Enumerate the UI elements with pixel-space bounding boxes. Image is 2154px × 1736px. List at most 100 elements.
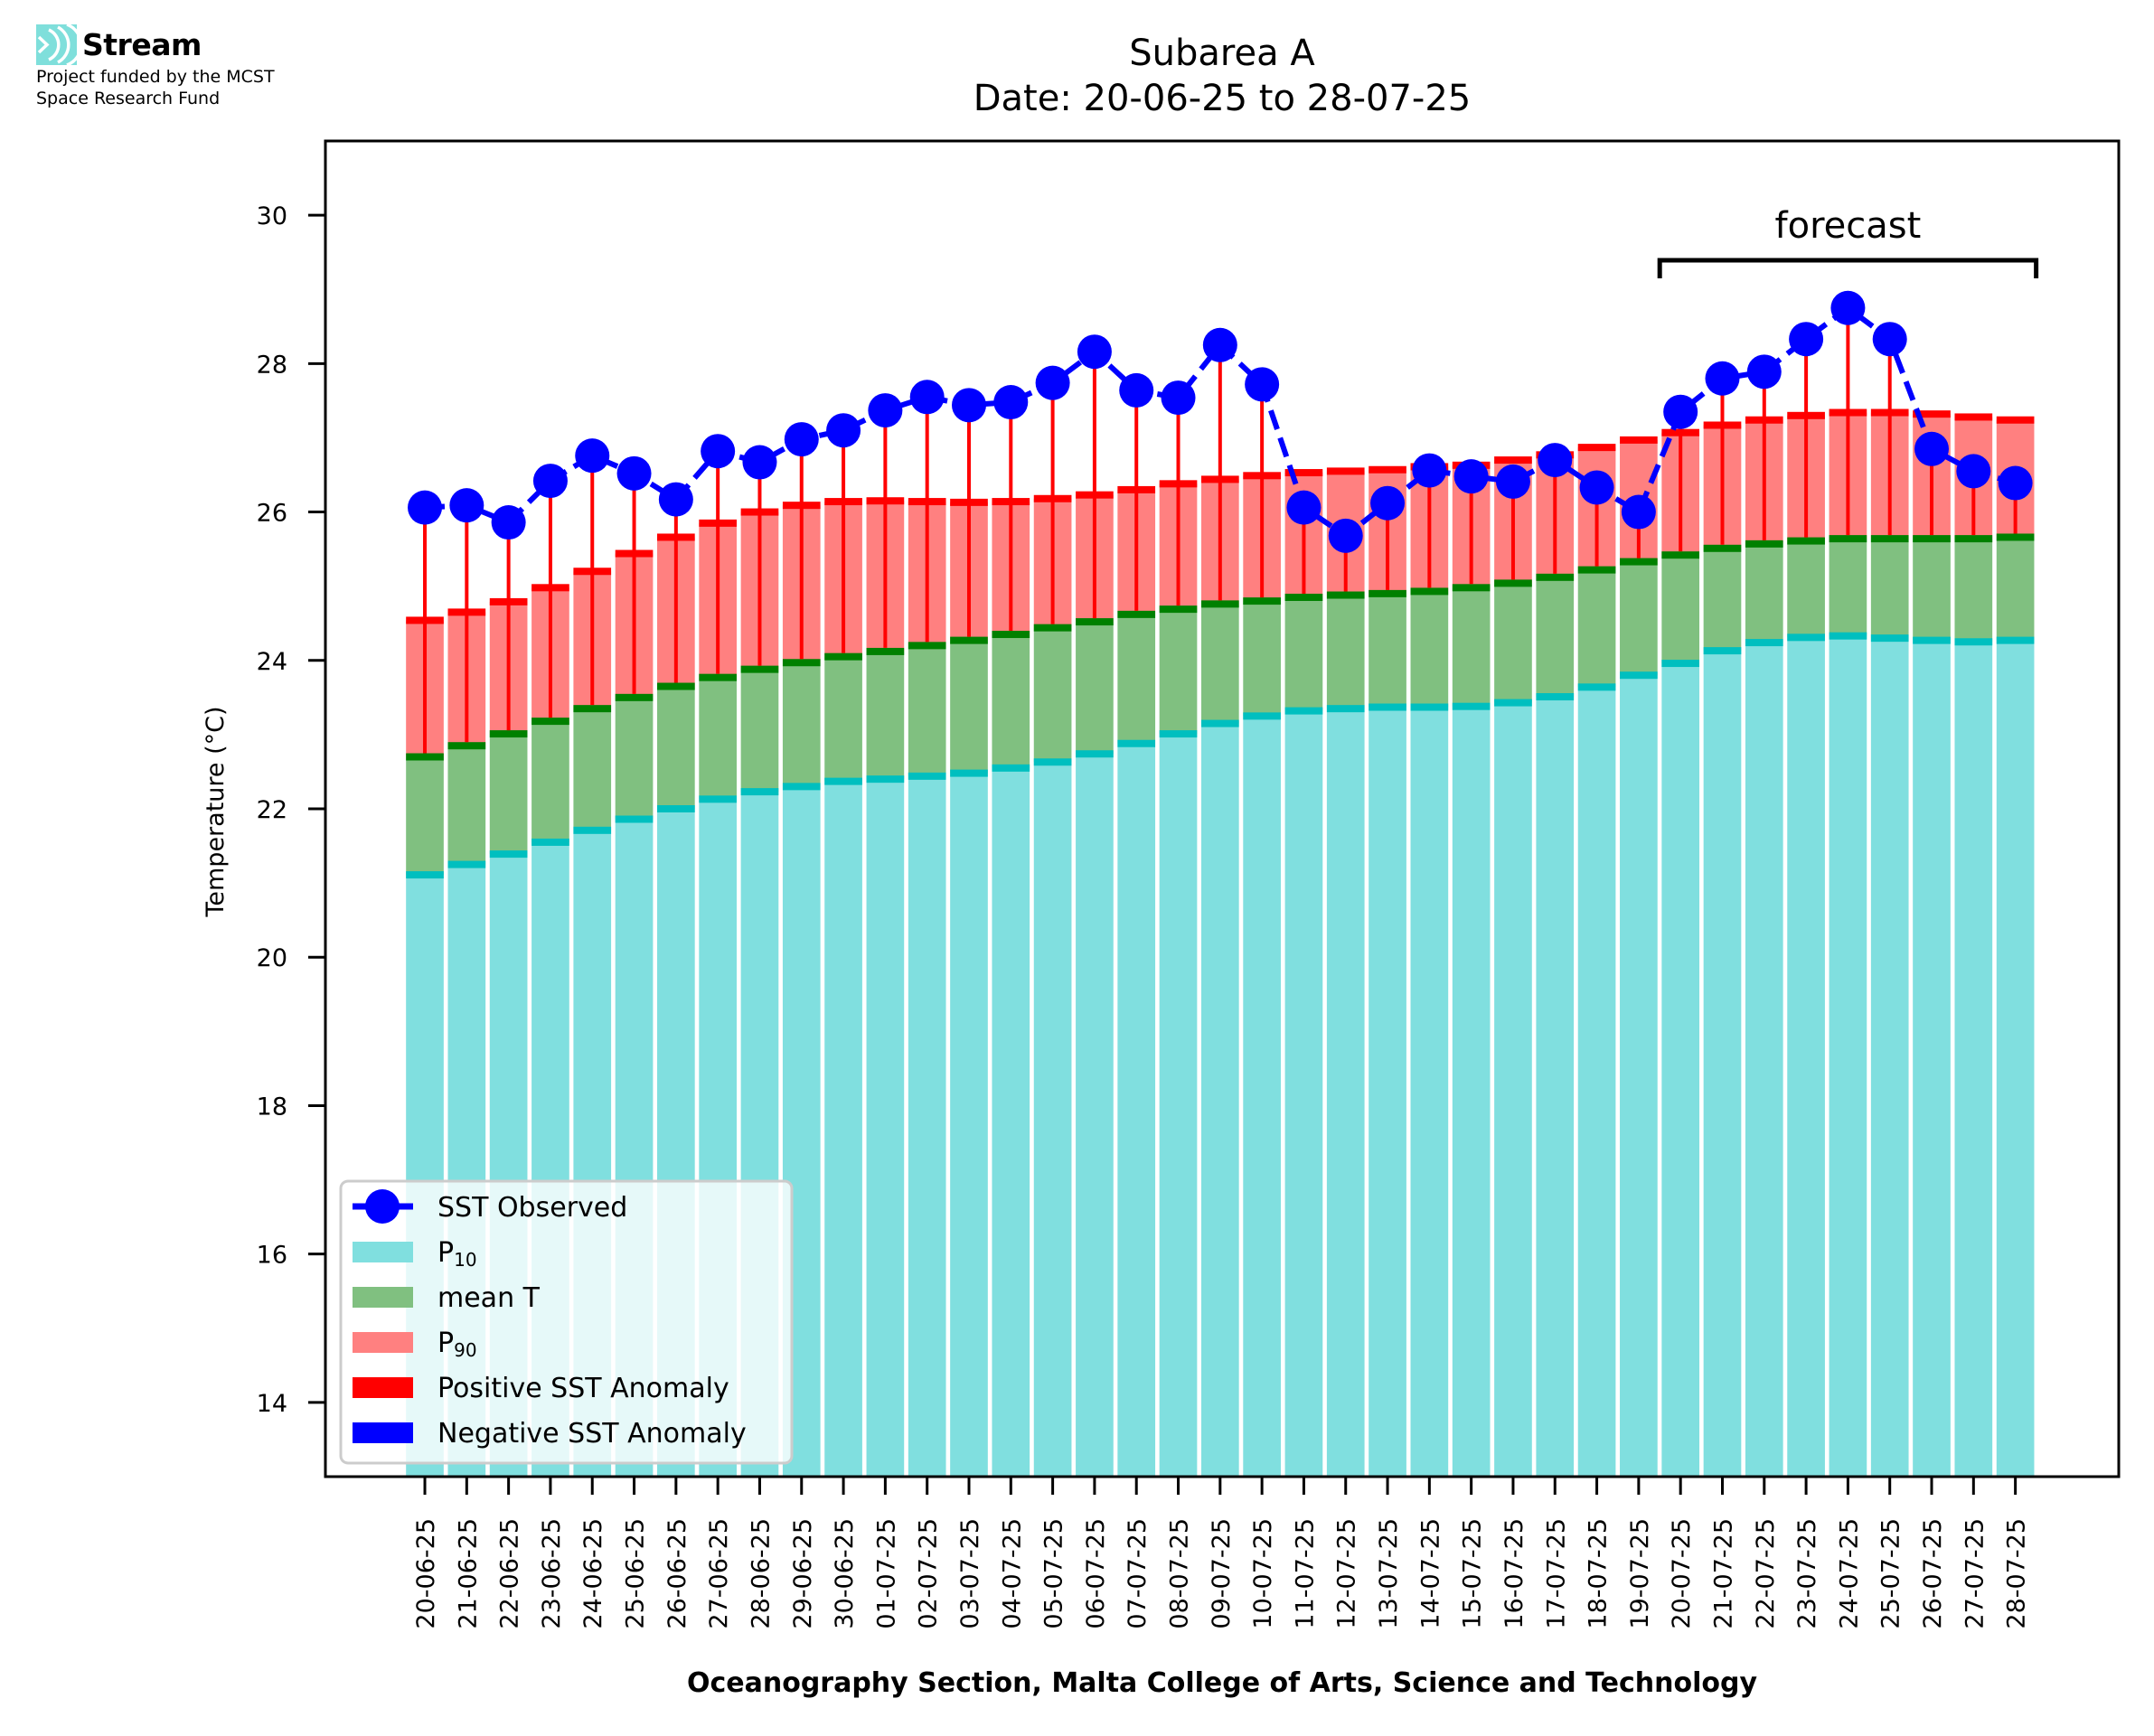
- p90-edge: [1996, 416, 2035, 424]
- sst-marker: [1453, 459, 1489, 494]
- mean-edge: [1870, 535, 1909, 543]
- sst-marker: [1035, 365, 1070, 400]
- sst-marker: [1705, 361, 1740, 396]
- sst-marker: [616, 455, 652, 491]
- mean-edge: [1954, 535, 1993, 543]
- mean-bar: [866, 651, 905, 780]
- mean-edge: [699, 673, 737, 681]
- mean-edge: [1326, 591, 1365, 599]
- mean-edge: [740, 665, 779, 673]
- mean-edge: [406, 753, 444, 761]
- legend-label: P10: [437, 1237, 477, 1271]
- mean-bar: [1913, 539, 1951, 641]
- legend-label-main: mean T: [437, 1282, 541, 1314]
- p10-edge: [950, 769, 988, 777]
- p10-bar: [1913, 640, 1951, 1477]
- mean-bar: [1117, 614, 1156, 744]
- p10-edge: [824, 777, 862, 785]
- forecast-annotation: forecast: [1657, 205, 2039, 278]
- y-tick-label: 28: [257, 351, 287, 379]
- x-tick-label: 30-06-25: [831, 1518, 859, 1629]
- p10-edge: [1284, 707, 1323, 715]
- x-tick-label: 12-07-25: [1333, 1518, 1361, 1629]
- mean-edge: [657, 682, 695, 690]
- legend-swatch-p10: [353, 1242, 413, 1262]
- x-tick-label: 27-07-25: [1961, 1518, 1989, 1629]
- p10-edge: [1954, 638, 1993, 646]
- mean-bar: [1829, 539, 1867, 636]
- x-tick-label: 26-06-25: [663, 1518, 691, 1629]
- mean-bar: [657, 686, 695, 809]
- mean-bar: [740, 669, 779, 793]
- sst-marker: [993, 385, 1029, 420]
- p10-edge: [1033, 758, 1072, 766]
- bars-layer: [406, 408, 2035, 1477]
- mean-edge: [1494, 579, 1532, 587]
- legend-label: Negative SST Anomaly: [437, 1418, 747, 1450]
- legend-label-subscript: 10: [454, 1249, 476, 1271]
- x-tick-label: 15-07-25: [1459, 1518, 1487, 1629]
- x-tick-label: 23-06-25: [538, 1518, 566, 1629]
- mean-bar: [1577, 569, 1616, 688]
- mean-edge: [1452, 584, 1491, 592]
- p10-edge: [1703, 647, 1742, 655]
- mean-bar: [908, 645, 946, 776]
- x-tick-label: 11-07-25: [1291, 1518, 1319, 1629]
- legend-label-main: Positive SST Anomaly: [437, 1373, 729, 1404]
- p10-edge: [615, 815, 654, 823]
- legend-swatch-positive_anomaly: [353, 1377, 413, 1398]
- sst-marker: [1872, 322, 1907, 357]
- p10-edge: [908, 772, 946, 780]
- mean-bar: [489, 734, 528, 855]
- legend-label: P90: [437, 1328, 477, 1361]
- y-tick-label: 24: [257, 648, 287, 676]
- x-axis-label: Oceanography Section, Malta College of A…: [687, 1667, 1758, 1699]
- mean-bar: [782, 662, 821, 787]
- sst-marker: [1746, 354, 1782, 389]
- sst-marker: [1328, 518, 1363, 553]
- p10-edge: [1913, 636, 1951, 644]
- p10-edge: [1745, 639, 1783, 647]
- x-tick-label: 24-07-25: [1835, 1518, 1863, 1629]
- sst-marker: [575, 438, 610, 474]
- mean-edge: [1536, 573, 1575, 581]
- mean-bar: [1996, 537, 2035, 641]
- legend-box: [339, 1179, 794, 1465]
- sst-marker: [1579, 470, 1614, 505]
- sst-marker: [1789, 322, 1824, 357]
- mean-edge: [1410, 587, 1449, 596]
- p10-bar: [1243, 716, 1281, 1477]
- p10-edge: [1620, 671, 1658, 680]
- y-axis-label: Temperature (°C): [202, 706, 230, 917]
- legend-label-main: SST Observed: [437, 1192, 627, 1224]
- p10-edge: [866, 775, 905, 784]
- p90-edge: [1494, 456, 1532, 464]
- sst-marker: [951, 388, 986, 423]
- mean-edge: [866, 647, 905, 655]
- y-tick-label: 26: [257, 500, 287, 528]
- logo-name: Stream: [82, 26, 202, 62]
- sst-marker: [742, 445, 777, 480]
- p10-bar: [1954, 642, 1993, 1477]
- x-tick-label: 29-06-25: [789, 1518, 817, 1629]
- forecast-bracket: [1657, 258, 2039, 278]
- legend-swatch-p90: [353, 1332, 413, 1353]
- mean-bar: [531, 721, 569, 842]
- mean-bar: [992, 634, 1030, 768]
- x-tick-label: 09-07-25: [1208, 1518, 1236, 1629]
- p10-edge: [992, 764, 1030, 772]
- mean-bar: [1200, 604, 1239, 724]
- x-tick-label: 20-07-25: [1668, 1518, 1696, 1629]
- sst-marker: [1663, 394, 1698, 429]
- legend: SST Observed P10 mean T P90 Positive SST Ano…: [339, 1179, 794, 1465]
- sst-marker: [1119, 372, 1154, 408]
- p90-edge: [1913, 410, 1951, 418]
- p10-bar: [1577, 687, 1616, 1477]
- p10-bar: [1620, 675, 1658, 1477]
- x-tick-label: 25-07-25: [1877, 1518, 1905, 1629]
- p10-edge: [740, 788, 779, 796]
- p90-edge: [1577, 444, 1616, 452]
- logo: Stream Project funded by the MCST Space …: [36, 23, 275, 108]
- sst-marker: [868, 393, 903, 428]
- p10-edge: [1661, 660, 1700, 668]
